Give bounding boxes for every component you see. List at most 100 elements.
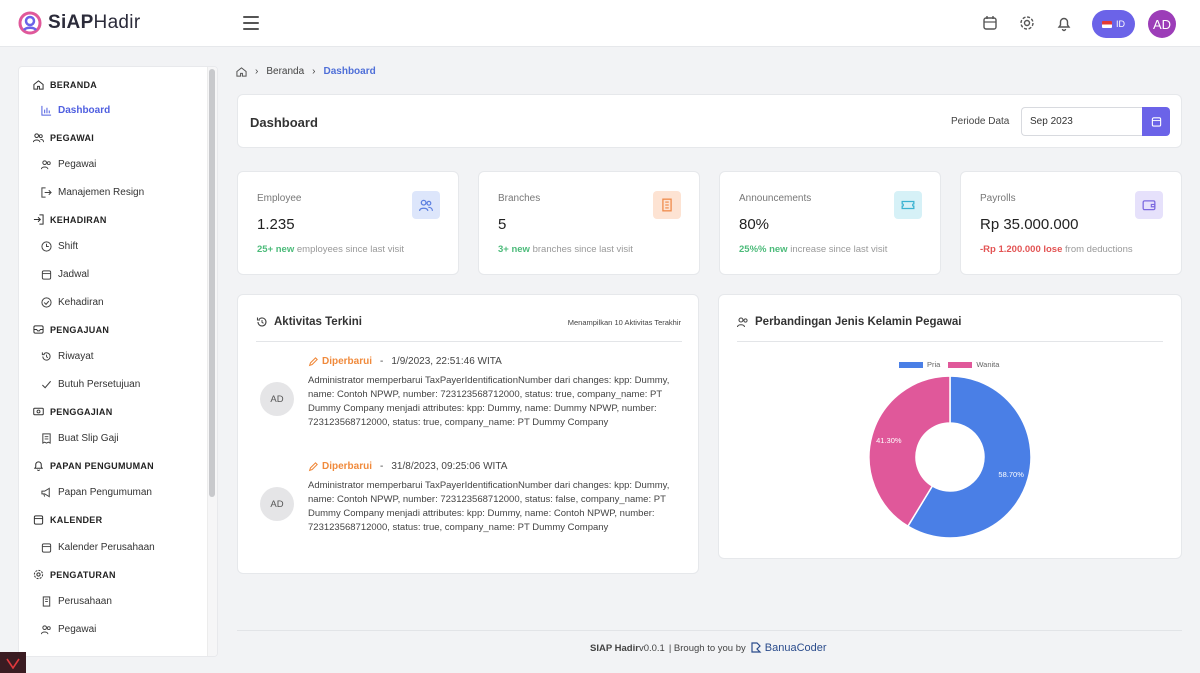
login-icon	[33, 214, 44, 225]
calendar-icon[interactable]	[981, 14, 999, 32]
user-avatar[interactable]: AD	[1148, 10, 1176, 38]
pie-slice-wanita[interactable]	[868, 375, 951, 528]
activity-item: AD Diperbarui - 31/8/2023, 09:25:06 WITA…	[260, 461, 680, 556]
sidebar-item-riwayat[interactable]: Riwayat	[41, 351, 94, 362]
breadcrumb: › Beranda › Dashboard	[236, 66, 376, 77]
activity-card: Aktivitas Terkini Menampilkan 10 Aktivit…	[237, 294, 699, 574]
sidebar-item-pegawai[interactable]: Pegawai	[41, 159, 96, 170]
wallet-icon	[1135, 191, 1163, 219]
sidebar-item-jadwal[interactable]: Jadwal	[41, 269, 89, 280]
gender-chart-card: Perbandingan Jenis Kelamin Pegawai Pria …	[718, 294, 1182, 559]
sidebar-scrollbar-thumb[interactable]	[209, 69, 215, 497]
logo-icon	[18, 11, 42, 35]
logout-icon	[41, 187, 52, 198]
stat-card-announcements: Announcements 80% 25%% new increase sinc…	[719, 171, 941, 275]
sidebar-item-kehadiran[interactable]: Kehadiran	[41, 297, 104, 308]
activity-title: Aktivitas Terkini	[256, 316, 362, 328]
gender-donut-chart: 58.70% 41.30%	[868, 375, 1032, 539]
stat-value: 5	[498, 216, 507, 233]
activity-body: Administrator memperbarui TaxPayerIdenti…	[308, 375, 670, 428]
sidebar-section-papan-pengumuman: PAPAN PENGUMUMAN	[33, 460, 154, 471]
avatar: AD	[260, 487, 294, 521]
sidebar-section-pegawai: PEGAWAI	[33, 132, 94, 143]
building-icon	[653, 191, 681, 219]
calendar-icon	[41, 270, 52, 280]
flag-icon	[1102, 20, 1112, 28]
footer: SIAP Hadir v0.0.1 | Brough to you by Banu…	[590, 642, 827, 654]
sidebar-section-pengaturan: PENGATURAN	[33, 569, 116, 580]
clock-icon	[41, 241, 52, 252]
gear-icon[interactable]	[1018, 14, 1036, 32]
app-logo[interactable]: SiAPHadir	[18, 11, 140, 35]
users-icon	[33, 133, 44, 143]
stat-value: 80%	[739, 216, 770, 233]
calendar-icon	[41, 543, 52, 553]
brand-icon	[751, 642, 762, 653]
breadcrumb-current: Dashboard	[323, 66, 376, 77]
breadcrumb-home[interactable]: Beranda	[266, 66, 305, 77]
receipt-icon	[42, 433, 51, 444]
pie-label-wanita: 41.30%	[876, 436, 902, 445]
periode-input[interactable]	[1021, 107, 1142, 136]
periode-calendar-button[interactable]	[1142, 107, 1170, 136]
language-button[interactable]: ID	[1092, 10, 1135, 38]
stat-card-employee: Employee 1.235 25+ new employees since l…	[237, 171, 459, 275]
divider	[737, 341, 1163, 342]
ticket-icon	[894, 191, 922, 219]
users-icon	[41, 625, 51, 635]
stat-note: 25+ new employees since last visit	[257, 244, 405, 255]
activity-head: Diperbarui - 1/9/2023, 22:51:46 WITA	[308, 356, 502, 367]
sidebar-item-perusahaan[interactable]: Perusahaan	[41, 596, 112, 607]
legend-swatch	[899, 361, 923, 368]
sidebar-item-shift[interactable]: Shift	[41, 241, 78, 252]
sidebar-item-papan-pengumuman[interactable]: Papan Pengumuman	[41, 487, 152, 498]
stat-label: Payrolls	[980, 193, 1016, 204]
menu-toggle-icon[interactable]	[243, 16, 259, 30]
check-icon	[41, 380, 52, 389]
sidebar-item-kalender-perusahaan[interactable]: Kalender Perusahaan	[41, 542, 155, 553]
sidebar-item-butuh-persetujuan[interactable]: Butuh Persetujuan	[41, 379, 140, 390]
pie-slice-pria[interactable]	[906, 375, 1032, 539]
devtools-icon[interactable]	[0, 652, 26, 673]
home-icon	[33, 80, 44, 90]
calendar-icon	[1151, 117, 1161, 127]
sidebar-item-pegawai-settings[interactable]: Pegawai	[41, 624, 96, 635]
sidebar-item-manajemen-resign[interactable]: Manajemen Resign	[41, 187, 144, 198]
banuacoder-logo[interactable]: BanuaCoder	[750, 642, 827, 654]
stat-value: Rp 35.000.000	[980, 216, 1079, 233]
stat-label: Announcements	[739, 193, 812, 204]
stat-label: Branches	[498, 193, 541, 204]
legend-item-pria[interactable]: Pria	[899, 360, 940, 369]
chevron-right-icon: ›	[255, 66, 259, 77]
stat-note: 3+ new branches since last visit	[498, 244, 633, 255]
sidebar-section-beranda: BERANDA	[33, 79, 97, 90]
check-circle-icon	[41, 297, 52, 308]
calendar-icon	[33, 515, 44, 525]
legend-item-wanita[interactable]: Wanita	[948, 360, 999, 369]
sidebar-section-pengajuan: PENGAJUAN	[33, 324, 109, 335]
users-icon	[737, 317, 748, 328]
gender-chart-title: Perbandingan Jenis Kelamin Pegawai	[737, 316, 961, 328]
bell-icon[interactable]	[1055, 14, 1073, 32]
activity-body: Administrator memperbarui TaxPayerIdenti…	[308, 480, 670, 533]
sidebar-section-penggajian: PENGGAJIAN	[33, 406, 113, 417]
page-title: Dashboard	[250, 115, 318, 130]
language-label: ID	[1116, 19, 1125, 29]
inbox-icon	[33, 325, 44, 334]
sidebar-section-kehadiran: KEHADIRAN	[33, 214, 107, 225]
divider	[256, 341, 682, 342]
home-icon[interactable]	[236, 66, 247, 77]
stat-note: -Rp 1.200.000 lose from deductions	[980, 244, 1133, 255]
building-icon	[42, 596, 51, 607]
stat-card-branches: Branches 5 3+ new branches since last vi…	[478, 171, 700, 275]
sidebar-item-buat-slip-gaji[interactable]: Buat Slip Gaji	[41, 433, 119, 444]
periode-label: Periode Data	[951, 116, 1010, 127]
sidebar-section-kalender: KALENDER	[33, 514, 102, 525]
megaphone-icon	[41, 487, 50, 498]
sidebar-item-dashboard[interactable]: Dashboard	[41, 105, 110, 116]
money-icon	[33, 407, 44, 416]
pie-label-pria: 58.70%	[998, 470, 1024, 479]
users-icon	[41, 160, 51, 170]
footer-divider	[237, 630, 1182, 631]
stat-value: 1.235	[257, 216, 295, 233]
